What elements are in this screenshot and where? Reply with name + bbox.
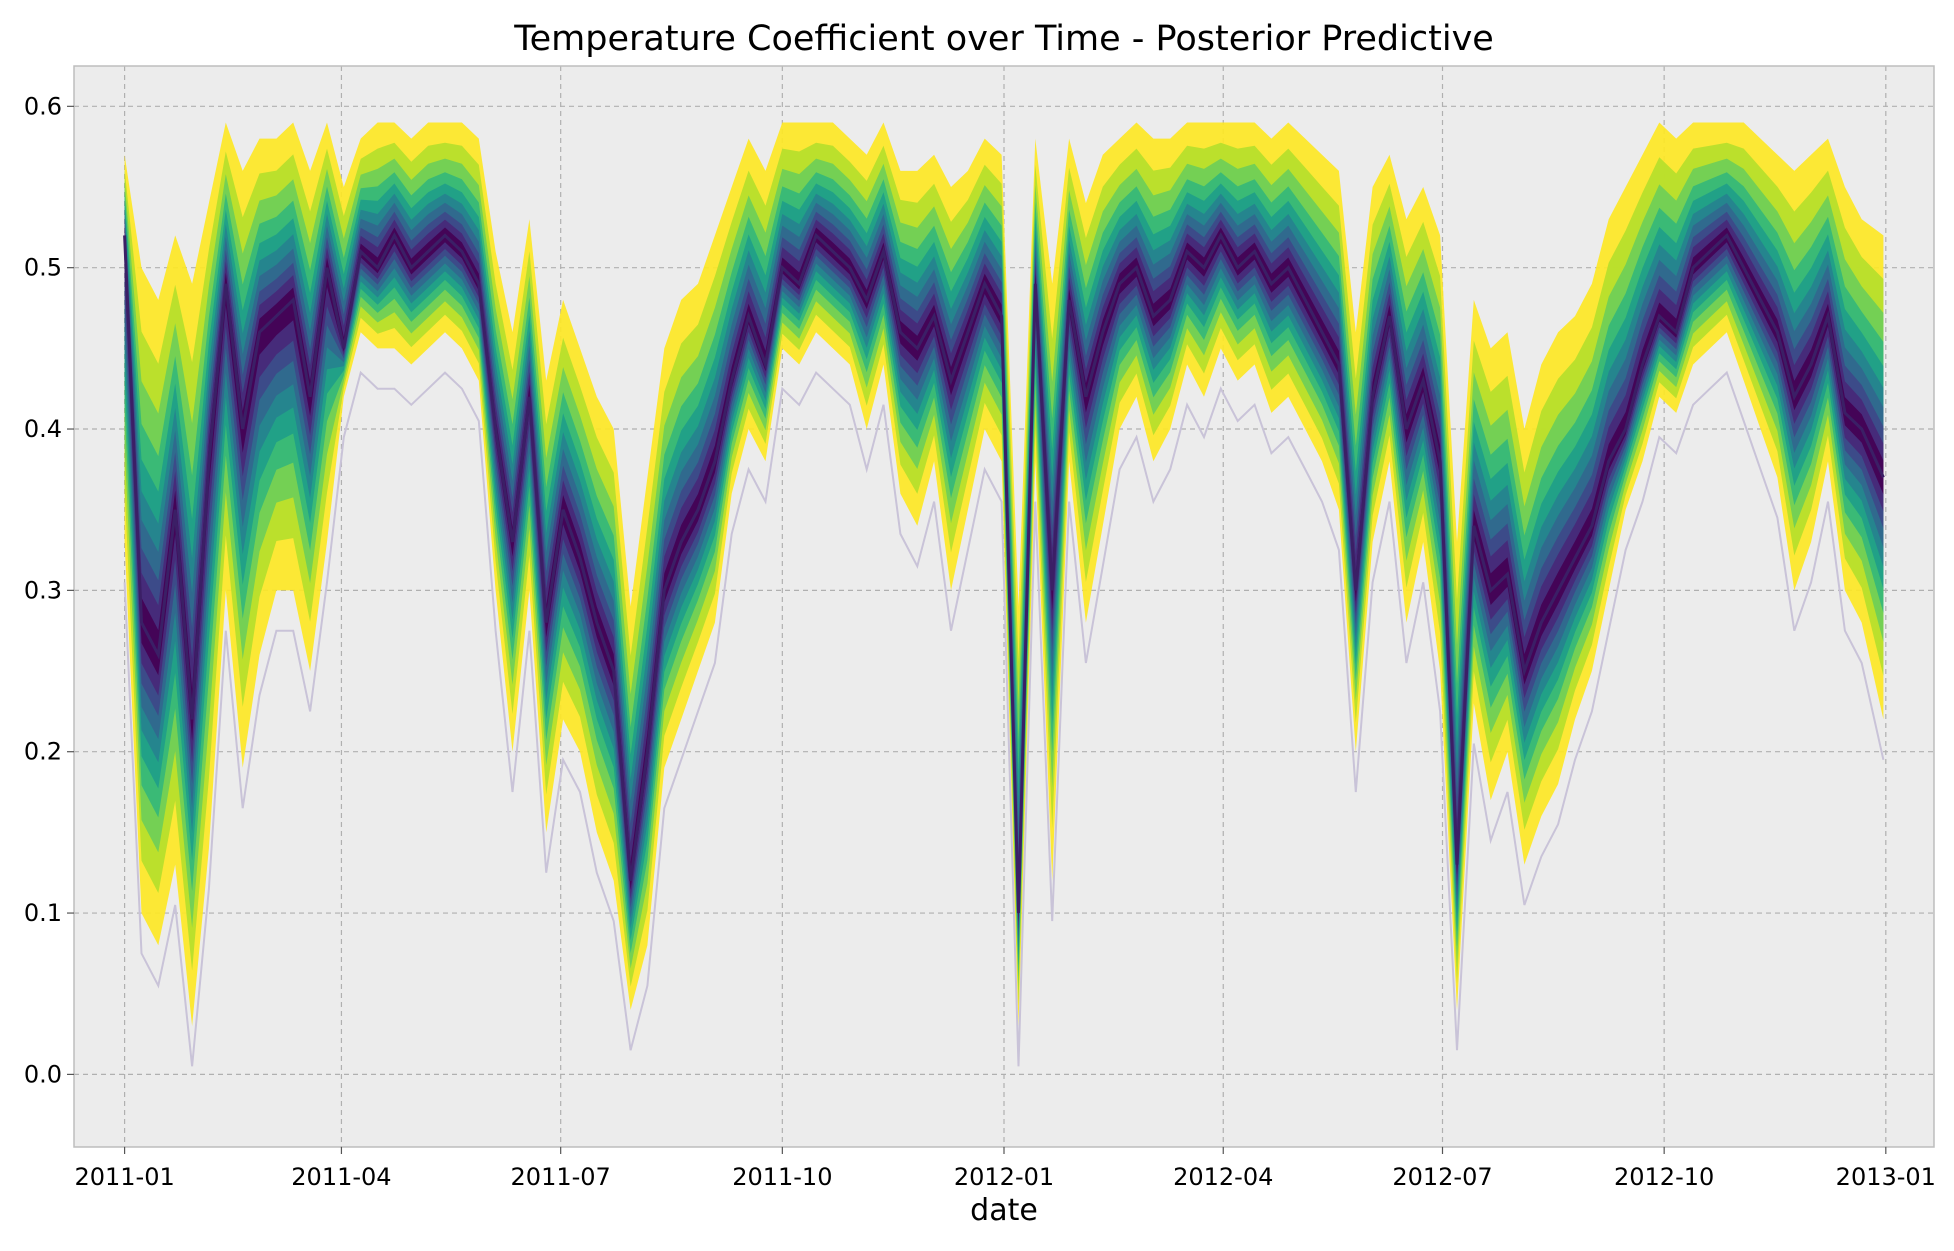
x-tick-label: 2012-01 bbox=[954, 1163, 1054, 1191]
hdi-band-1 bbox=[124, 142, 1884, 1006]
y-tick-label: 0.1 bbox=[24, 899, 62, 927]
median-layer bbox=[123, 232, 1885, 914]
y-tick-label: 0.5 bbox=[24, 254, 62, 282]
x-tick-label: 2011-01 bbox=[74, 1163, 174, 1191]
x-axis-ticks: 2011-01 2011-04 2011-07 2011-10 2012-01 2012-… bbox=[74, 1147, 1936, 1191]
y-tick-label: 0.4 bbox=[24, 415, 62, 443]
x-tick-label: 2013-01 bbox=[1836, 1163, 1936, 1191]
y-tick-label: 0.0 bbox=[24, 1060, 62, 1088]
x-tick-label: 2011-04 bbox=[291, 1163, 391, 1191]
x-tick-label: 2011-10 bbox=[732, 1163, 832, 1191]
x-axis-label: date bbox=[970, 1193, 1038, 1228]
x-tick-label: 2011-07 bbox=[511, 1163, 611, 1191]
x-tick-label: 2012-04 bbox=[1173, 1163, 1273, 1191]
y-tick-label: 0.2 bbox=[24, 738, 62, 766]
x-tick-label: 2012-10 bbox=[1614, 1163, 1714, 1191]
hdi-bands bbox=[123, 122, 1885, 1067]
median-line bbox=[123, 232, 1885, 914]
posterior-sample-line bbox=[123, 370, 1885, 1067]
chart-title: Temperature Coefficient over Time - Post… bbox=[513, 19, 1494, 59]
x-tick-label: 2012-07 bbox=[1392, 1163, 1492, 1191]
y-tick-label: 0.6 bbox=[24, 92, 62, 120]
y-tick-label: 0.3 bbox=[24, 576, 62, 604]
y-axis-ticks: 0.0 0.1 0.2 0.3 0.4 0.5 0.6 bbox=[24, 92, 74, 1088]
